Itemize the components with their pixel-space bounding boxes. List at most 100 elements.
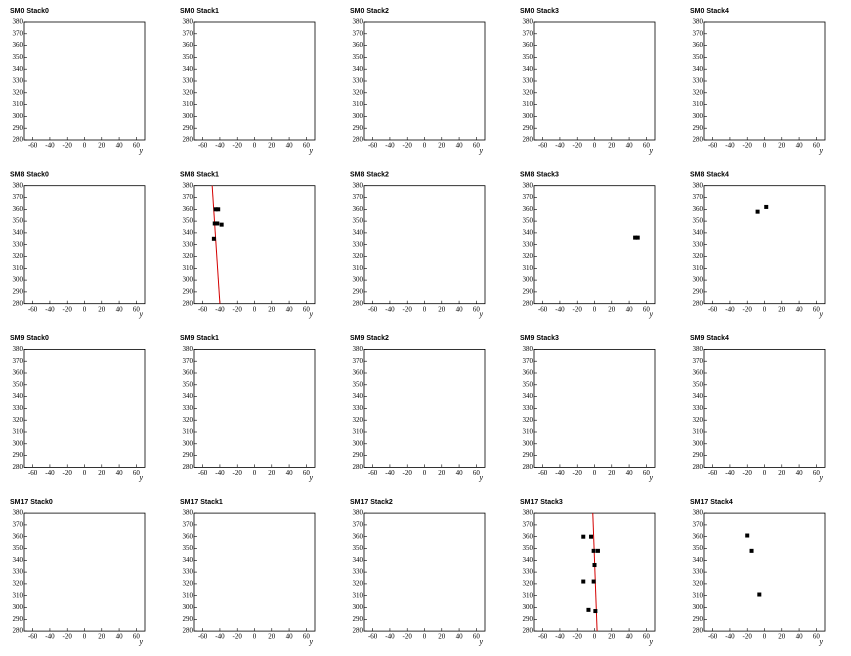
y-tick-label: 300 xyxy=(183,603,194,611)
y-tick-label: 330 xyxy=(693,404,704,412)
y-tick-label: 320 xyxy=(183,88,194,96)
y-tick-label: 330 xyxy=(183,77,194,85)
y-tick-label: 300 xyxy=(353,112,364,120)
x-tick-label: 60 xyxy=(303,633,311,641)
y-tick-label: 300 xyxy=(183,439,194,447)
y-tick-label: 350 xyxy=(523,544,534,552)
x-tick-label: 40 xyxy=(796,305,804,313)
x-axis-label: y xyxy=(648,637,653,646)
y-tick-label: 310 xyxy=(523,100,534,108)
y-tick-label: 280 xyxy=(353,463,364,471)
y-tick-label: 280 xyxy=(13,627,24,635)
panel: SM8 Stack3 280 290 300 310 320 330 340 350 360 370… xyxy=(520,172,656,319)
y-tick-label: 380 xyxy=(13,18,24,26)
x-tick-label: 60 xyxy=(303,469,311,477)
y-tick-label: 300 xyxy=(523,276,534,284)
y-tick-label: 330 xyxy=(693,77,704,85)
y-tick-label: 360 xyxy=(13,205,24,213)
x-tick-label: -60 xyxy=(368,142,378,150)
x-tick-label: -20 xyxy=(63,142,73,150)
x-tick-label: 40 xyxy=(456,633,464,641)
y-tick-label: 340 xyxy=(523,65,534,73)
hit-marker xyxy=(745,533,750,538)
y-tick-label: 320 xyxy=(523,88,534,96)
hit-marker xyxy=(591,579,596,584)
x-tick-label: 40 xyxy=(116,142,124,150)
x-tick-label: -40 xyxy=(45,305,55,313)
x-tick-label: -40 xyxy=(555,142,565,150)
y-tick-label: 290 xyxy=(353,124,364,132)
y-tick-label: 370 xyxy=(693,29,704,37)
panel-title: SM0 Stack0 xyxy=(10,8,49,15)
y-tick-label: 380 xyxy=(183,18,194,26)
y-tick-label: 300 xyxy=(693,439,704,447)
x-tick-label: 20 xyxy=(98,469,106,477)
y-tick-label: 330 xyxy=(13,77,24,85)
y-tick-label: 380 xyxy=(523,345,534,353)
y-tick-label: 370 xyxy=(13,193,24,201)
x-tick-label: -20 xyxy=(233,305,243,313)
y-tick-label: 330 xyxy=(353,77,364,85)
y-tick-label: 350 xyxy=(693,53,704,61)
y-tick-label: 280 xyxy=(353,136,364,144)
y-tick-label: 310 xyxy=(693,428,704,436)
panel-title: SM17 Stack1 xyxy=(180,499,223,506)
x-tick-label: -20 xyxy=(743,305,753,313)
y-tick-label: 370 xyxy=(13,29,24,37)
x-tick-label: 60 xyxy=(473,142,481,150)
hit-marker xyxy=(595,548,600,553)
y-tick-label: 360 xyxy=(183,205,194,213)
y-tick-label: 290 xyxy=(353,451,364,459)
y-tick-label: 370 xyxy=(523,357,534,365)
x-tick-label: 60 xyxy=(643,469,651,477)
x-tick-label: -40 xyxy=(555,305,565,313)
y-tick-label: 350 xyxy=(693,380,704,388)
y-tick-label: 380 xyxy=(523,18,534,26)
y-tick-label: 310 xyxy=(523,428,534,436)
y-tick-label: 380 xyxy=(693,345,704,353)
x-axis-label: y xyxy=(308,310,313,319)
y-tick-label: 320 xyxy=(353,416,364,424)
y-tick-label: 280 xyxy=(523,463,534,471)
x-tick-label: -60 xyxy=(368,305,378,313)
x-tick-label: -20 xyxy=(63,305,73,313)
y-tick-label: 370 xyxy=(183,29,194,37)
y-tick-label: 370 xyxy=(523,521,534,529)
x-tick-label: 60 xyxy=(133,469,141,477)
y-tick-label: 290 xyxy=(353,615,364,623)
x-tick-label: 40 xyxy=(456,305,464,313)
y-tick-label: 300 xyxy=(523,603,534,611)
y-tick-label: 370 xyxy=(13,357,24,365)
x-axis-label: y xyxy=(478,310,483,319)
plot-frame xyxy=(703,21,826,141)
x-tick-label: 20 xyxy=(438,305,446,313)
y-tick-label: 290 xyxy=(353,288,364,296)
x-tick-label: -60 xyxy=(28,142,38,150)
panel: SM17 Stack1 280 290 300 310 320 330 340 350 360 37… xyxy=(180,499,316,646)
y-tick-label: 310 xyxy=(353,100,364,108)
y-tick-label: 310 xyxy=(183,591,194,599)
x-tick-label: -40 xyxy=(45,633,55,641)
x-axis-label: y xyxy=(818,473,823,482)
x-tick-label: 20 xyxy=(778,305,786,313)
x-tick-label: 60 xyxy=(473,305,481,313)
panel: SM9 Stack3 280 290 300 310 320 330 340 350 360 370… xyxy=(520,335,656,482)
y-tick-label: 320 xyxy=(13,416,24,424)
x-tick-label: 0 xyxy=(253,142,257,150)
y-tick-label: 310 xyxy=(183,100,194,108)
y-tick-label: 310 xyxy=(13,591,24,599)
x-tick-label: -20 xyxy=(233,469,243,477)
x-tick-label: -40 xyxy=(215,633,225,641)
y-tick-label: 330 xyxy=(693,568,704,576)
y-tick-label: 370 xyxy=(693,193,704,201)
x-tick-label: -20 xyxy=(403,633,413,641)
y-tick-label: 340 xyxy=(353,229,364,237)
x-tick-label: 60 xyxy=(473,469,481,477)
hit-marker xyxy=(581,534,586,539)
y-tick-label: 300 xyxy=(13,276,24,284)
y-tick-label: 380 xyxy=(183,181,194,189)
y-tick-label: 370 xyxy=(693,357,704,365)
y-tick-label: 290 xyxy=(693,451,704,459)
x-tick-label: 60 xyxy=(303,305,311,313)
x-axis-label: y xyxy=(478,146,483,155)
